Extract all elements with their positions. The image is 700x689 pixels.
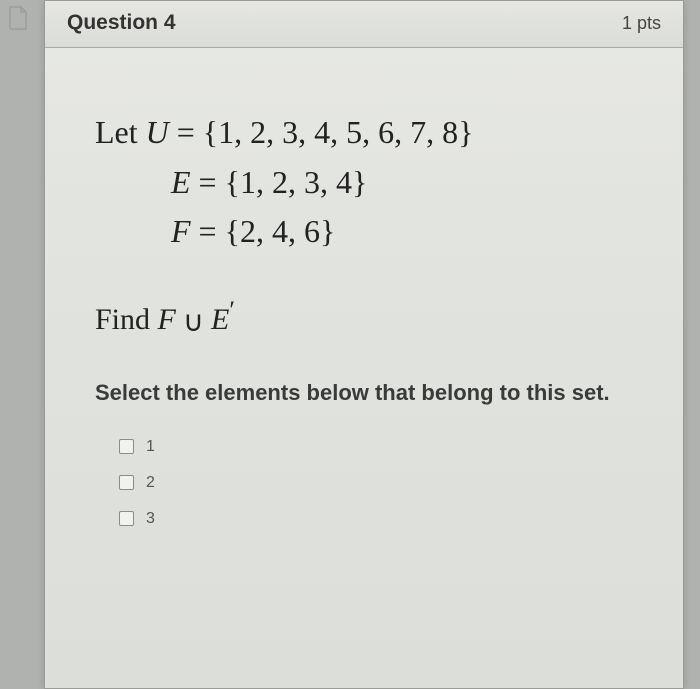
given-sets: Let U = {1, 2, 3, 4, 5, 6, 7, 8} E = {1,… <box>95 108 643 257</box>
option-row-1[interactable]: 1 <box>119 438 643 456</box>
var-f: F <box>171 213 191 249</box>
question-title: Question 4 <box>67 11 176 35</box>
set-e-line: E = {1, 2, 3, 4} <box>95 158 643 208</box>
find-var-f: F <box>158 303 176 336</box>
union-icon: ∪ <box>176 307 211 338</box>
option-label: 3 <box>146 510 155 528</box>
option-label: 2 <box>146 474 155 492</box>
set-e-def: = {1, 2, 3, 4} <box>191 164 368 200</box>
page-icon <box>8 6 28 30</box>
set-f-def: = {2, 4, 6} <box>191 213 336 249</box>
find-var-e: E <box>211 303 229 336</box>
checkbox-icon[interactable] <box>119 439 134 454</box>
question-points: 1 pts <box>622 13 661 34</box>
question-header: Question 4 1 pts <box>45 1 683 48</box>
var-u: U <box>146 114 169 150</box>
options-list: 1 2 3 <box>95 438 643 528</box>
find-prefix: Find <box>95 303 158 336</box>
prime-symbol: ′ <box>229 295 235 324</box>
checkbox-icon[interactable] <box>119 511 134 526</box>
option-row-2[interactable]: 2 <box>119 474 643 492</box>
set-u-def: = {1, 2, 3, 4, 5, 6, 7, 8} <box>169 114 474 150</box>
let-prefix: Let <box>95 114 146 150</box>
question-card: Question 4 1 pts Let U = {1, 2, 3, 4, 5,… <box>44 0 684 689</box>
option-row-3[interactable]: 3 <box>119 510 643 528</box>
instruction-text: Select the elements below that belong to… <box>95 375 643 410</box>
question-body: Let U = {1, 2, 3, 4, 5, 6, 7, 8} E = {1,… <box>45 48 683 566</box>
var-e: E <box>171 164 191 200</box>
set-f-line: F = {2, 4, 6} <box>95 207 643 257</box>
checkbox-icon[interactable] <box>119 475 134 490</box>
set-u-line: Let U = {1, 2, 3, 4, 5, 6, 7, 8} <box>95 108 643 158</box>
option-label: 1 <box>146 438 155 456</box>
find-expression: Find F ∪ E′ <box>95 303 643 337</box>
